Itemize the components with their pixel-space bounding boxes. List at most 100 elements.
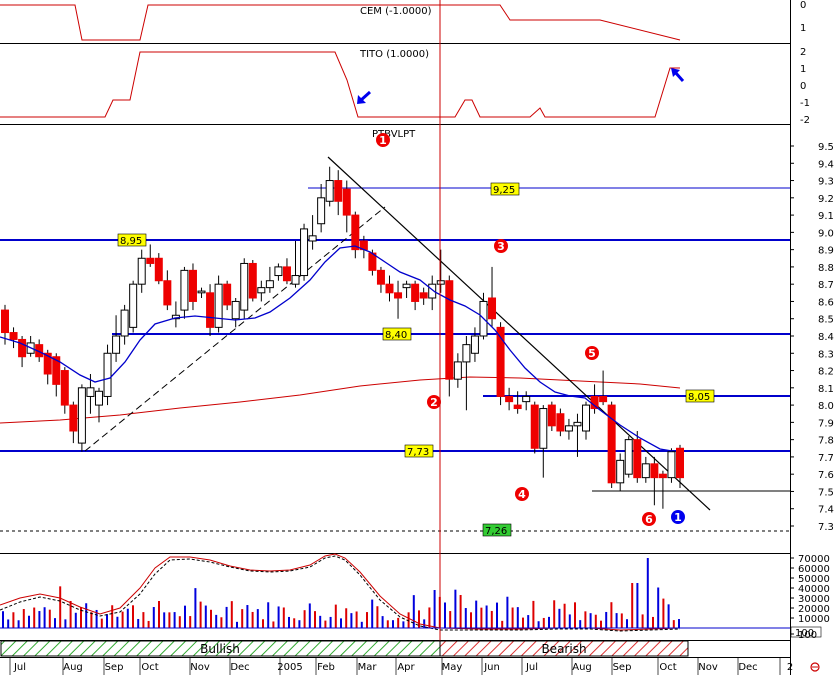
candle-body: [573, 421, 582, 427]
price-tick-label: 8.8: [818, 263, 834, 274]
candle-body: [667, 451, 676, 479]
candle: [419, 287, 428, 305]
svg-text:5: 5: [588, 347, 596, 360]
candle: [445, 275, 454, 397]
candle-body: [445, 280, 454, 380]
price-panel: PTBVLPT 9.5 9.4 9.3 9.2 9.1 9.0 8.9 8.8 8.7 8.6 8.…: [0, 129, 834, 537]
candle: [214, 275, 223, 333]
candle-body: [69, 404, 78, 432]
blue-arrow-down-icon: [357, 90, 372, 104]
settings-icon[interactable]: [810, 662, 820, 672]
candle: [163, 270, 172, 311]
price-tick-label: 7.9: [818, 418, 834, 429]
price-axis: 9.5 9.4 9.3 9.2 9.1 9.0 8.9 8.8 8.7 8.6 8.5 8.4 8.3 8…: [790, 142, 834, 533]
x-tick-label: Aug: [63, 662, 83, 673]
candle: [607, 401, 616, 488]
volume-tick-label: 40000: [798, 584, 830, 595]
x-tick-label: Feb: [317, 662, 335, 673]
candle: [530, 401, 539, 454]
candle-body: [180, 269, 189, 311]
volume-tick-label: 100: [798, 630, 817, 641]
candle: [624, 436, 633, 478]
candle: [197, 287, 206, 298]
cem-tick-1: 1: [800, 23, 806, 34]
candle-body: [505, 395, 514, 403]
svg-text:9,25: 9,25: [493, 185, 515, 196]
level-tag-9-25: 9,25: [490, 182, 520, 196]
svg-text:1: 1: [379, 134, 387, 147]
price-tick-label: 8.9: [818, 246, 834, 257]
bearish-label: Bearish: [541, 642, 586, 656]
x-tick-label: Mar: [358, 662, 378, 673]
candle: [633, 431, 642, 483]
candle: [539, 405, 548, 478]
candle: [146, 244, 155, 267]
long-moving-average: [0, 376, 681, 424]
candle: [599, 370, 608, 406]
cem-label: CEM (-1.0000): [360, 6, 432, 17]
candle-body: [206, 292, 215, 328]
svg-text:3: 3: [497, 240, 505, 253]
candle-body: [470, 335, 479, 354]
x-tick-label: 2: [787, 662, 793, 673]
candle-body: [462, 344, 471, 363]
candle: [291, 241, 300, 288]
candle: [248, 260, 257, 302]
candle-body: [112, 335, 121, 354]
bullish-label: Bullish: [200, 642, 240, 656]
candle-body: [43, 352, 52, 375]
candle-body: [633, 439, 642, 479]
candle-body: [351, 214, 360, 251]
candle: [676, 444, 684, 488]
candle: [257, 280, 266, 302]
candle: [60, 367, 69, 414]
wave-label-4: 4: [515, 487, 529, 501]
candle-body: [607, 404, 616, 484]
volume-readout: 100: [790, 626, 822, 639]
price-tick-label: 7.4: [818, 505, 834, 516]
candle: [188, 263, 197, 311]
bearish-segment: [439, 640, 689, 657]
candle-body: [402, 283, 411, 289]
x-tick-label: Nov: [698, 662, 718, 673]
candle-body: [9, 332, 18, 340]
price-tick-label: 8.7: [818, 280, 834, 291]
candle: [240, 258, 249, 319]
candle: [522, 391, 531, 411]
candle-body: [616, 459, 625, 484]
candle: [154, 253, 163, 285]
cem-tick-0: 0: [800, 0, 806, 11]
svg-text:1: 1: [674, 511, 682, 524]
candle-body: [300, 228, 309, 277]
svg-text:100: 100: [795, 628, 814, 639]
x-tick-label: May: [442, 662, 463, 673]
volume-tick-label: 30000: [798, 594, 830, 605]
candle-body: [317, 197, 326, 225]
candle-body: [137, 257, 146, 285]
tito-tick-1: 1: [800, 64, 806, 75]
candle: [436, 249, 445, 293]
candle: [103, 344, 112, 406]
candle: [658, 470, 667, 509]
candle: [667, 448, 676, 483]
candle-body: [274, 266, 283, 277]
level-tag-8-95: 8,95: [117, 233, 147, 247]
wave-label-6: 6: [642, 512, 656, 526]
candle: [496, 322, 505, 406]
candle-body: [248, 262, 257, 299]
candle: [206, 284, 215, 336]
wave-label-1: 1: [376, 133, 390, 147]
level-tag-7-73: 7,73: [404, 444, 434, 458]
candle-body: [86, 387, 95, 397]
candle: [582, 401, 591, 440]
candle-body: [77, 387, 86, 444]
candle: [556, 408, 565, 437]
blue-arrow-up-icon: [671, 68, 685, 82]
candle-body: [650, 463, 659, 479]
candle: [300, 223, 309, 281]
candle-body: [52, 356, 61, 385]
trendline-up-dashed: [84, 206, 386, 452]
level-tag-8-05: 8,05: [685, 389, 715, 403]
candle: [137, 249, 146, 293]
cem-line: [0, 4, 681, 41]
